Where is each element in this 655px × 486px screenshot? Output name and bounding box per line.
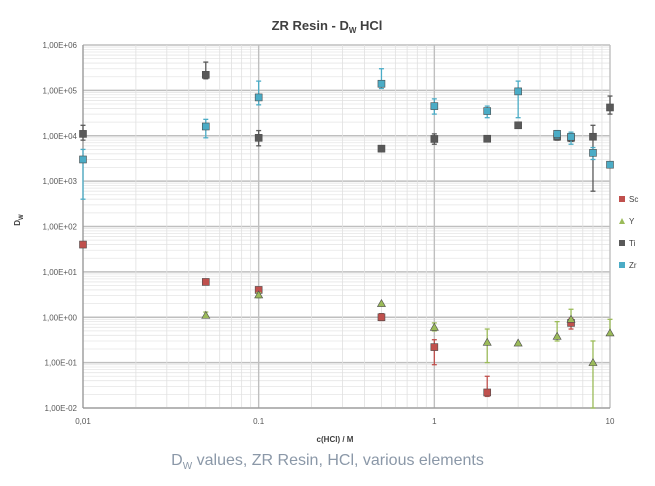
data-point xyxy=(552,331,562,340)
data-point xyxy=(254,290,264,299)
y-tick-label: 1,00E+04 xyxy=(43,132,78,141)
data-point xyxy=(429,322,439,331)
data-point xyxy=(483,134,492,143)
legend-marker xyxy=(619,196,625,202)
data-point xyxy=(514,87,522,96)
data-point xyxy=(588,358,598,366)
legend-label: Ti xyxy=(629,239,636,248)
data-series xyxy=(79,61,615,409)
caption-main: D xyxy=(171,452,183,469)
caption-rest: values, ZR Resin, HCl, various elements xyxy=(192,452,484,469)
legend-marker xyxy=(619,240,625,246)
x-tick-label: 0,01 xyxy=(75,417,91,426)
legend-label: Zr xyxy=(629,261,637,270)
data-point xyxy=(589,132,597,141)
chart: ZR Resin - DW HCl 1,00E+061,00E+051,00E+… xyxy=(13,18,638,444)
x-tick-label: 10 xyxy=(606,417,615,426)
x-tick-label: 0.1 xyxy=(253,417,265,426)
data-point xyxy=(201,71,210,79)
data-point xyxy=(482,337,492,346)
series-ti xyxy=(79,61,614,192)
series-sc xyxy=(79,240,575,398)
data-point xyxy=(553,130,561,138)
y-tick-label: 1,00E+03 xyxy=(43,177,78,186)
legend: Sc Y Ti Zr xyxy=(619,195,638,270)
data-point xyxy=(566,314,576,323)
data-point xyxy=(79,240,87,249)
data-point xyxy=(483,388,492,397)
legend-label: Y xyxy=(629,217,635,226)
caption-subscript: W xyxy=(182,461,193,473)
axes xyxy=(82,45,610,409)
data-point xyxy=(377,313,386,322)
y-axis-label: DW xyxy=(13,214,25,226)
data-point xyxy=(606,103,614,112)
legend-label: Sc xyxy=(629,195,638,204)
legend-item: Y xyxy=(619,217,635,226)
data-point xyxy=(376,298,386,307)
data-point xyxy=(79,130,87,138)
legend-marker xyxy=(619,262,625,268)
series-zr xyxy=(79,68,614,200)
data-point xyxy=(79,155,87,164)
data-point xyxy=(377,79,386,88)
data-point xyxy=(430,102,439,110)
x-tick-label: 1 xyxy=(432,417,437,426)
data-point xyxy=(606,160,614,169)
y-tick-label: 1,00E+05 xyxy=(43,86,78,95)
figure-caption: DW values, ZR Resin, HCl, various elemen… xyxy=(0,452,655,472)
data-point xyxy=(201,278,210,286)
data-point xyxy=(567,132,575,141)
data-point xyxy=(254,93,263,102)
chart-title: ZR Resin - DW HCl xyxy=(272,18,383,35)
y-tick-label: 1,00E+00 xyxy=(43,313,78,322)
legend-marker xyxy=(619,218,625,224)
legend-item: Zr xyxy=(619,261,637,270)
legend-item: Sc xyxy=(619,195,638,204)
data-point xyxy=(377,144,386,153)
data-point xyxy=(254,134,263,142)
data-point xyxy=(201,122,210,131)
y-tick-label: 1,00E+01 xyxy=(43,268,78,277)
data-point xyxy=(430,135,439,143)
data-point xyxy=(483,107,492,115)
data-point xyxy=(589,149,597,157)
y-tick-label: 1,00E-02 xyxy=(45,404,78,413)
gridlines xyxy=(82,44,611,409)
series-y xyxy=(201,290,615,409)
legend-item: Ti xyxy=(619,239,636,248)
data-point xyxy=(513,338,523,347)
x-axis-label: c(HCl) / M xyxy=(317,435,354,444)
data-point xyxy=(201,310,211,319)
data-point xyxy=(430,343,439,351)
y-tick-label: 1,00E+02 xyxy=(43,223,78,232)
y-tick-label: 1,00E+06 xyxy=(43,41,78,50)
y-tick-label: 1,00E-01 xyxy=(45,359,78,368)
data-point xyxy=(605,328,615,337)
data-point xyxy=(514,121,522,130)
tick-labels: 1,00E+06 1,00E+05 1,00E+04 1,00E+03 1,00E+02… xyxy=(43,41,615,426)
